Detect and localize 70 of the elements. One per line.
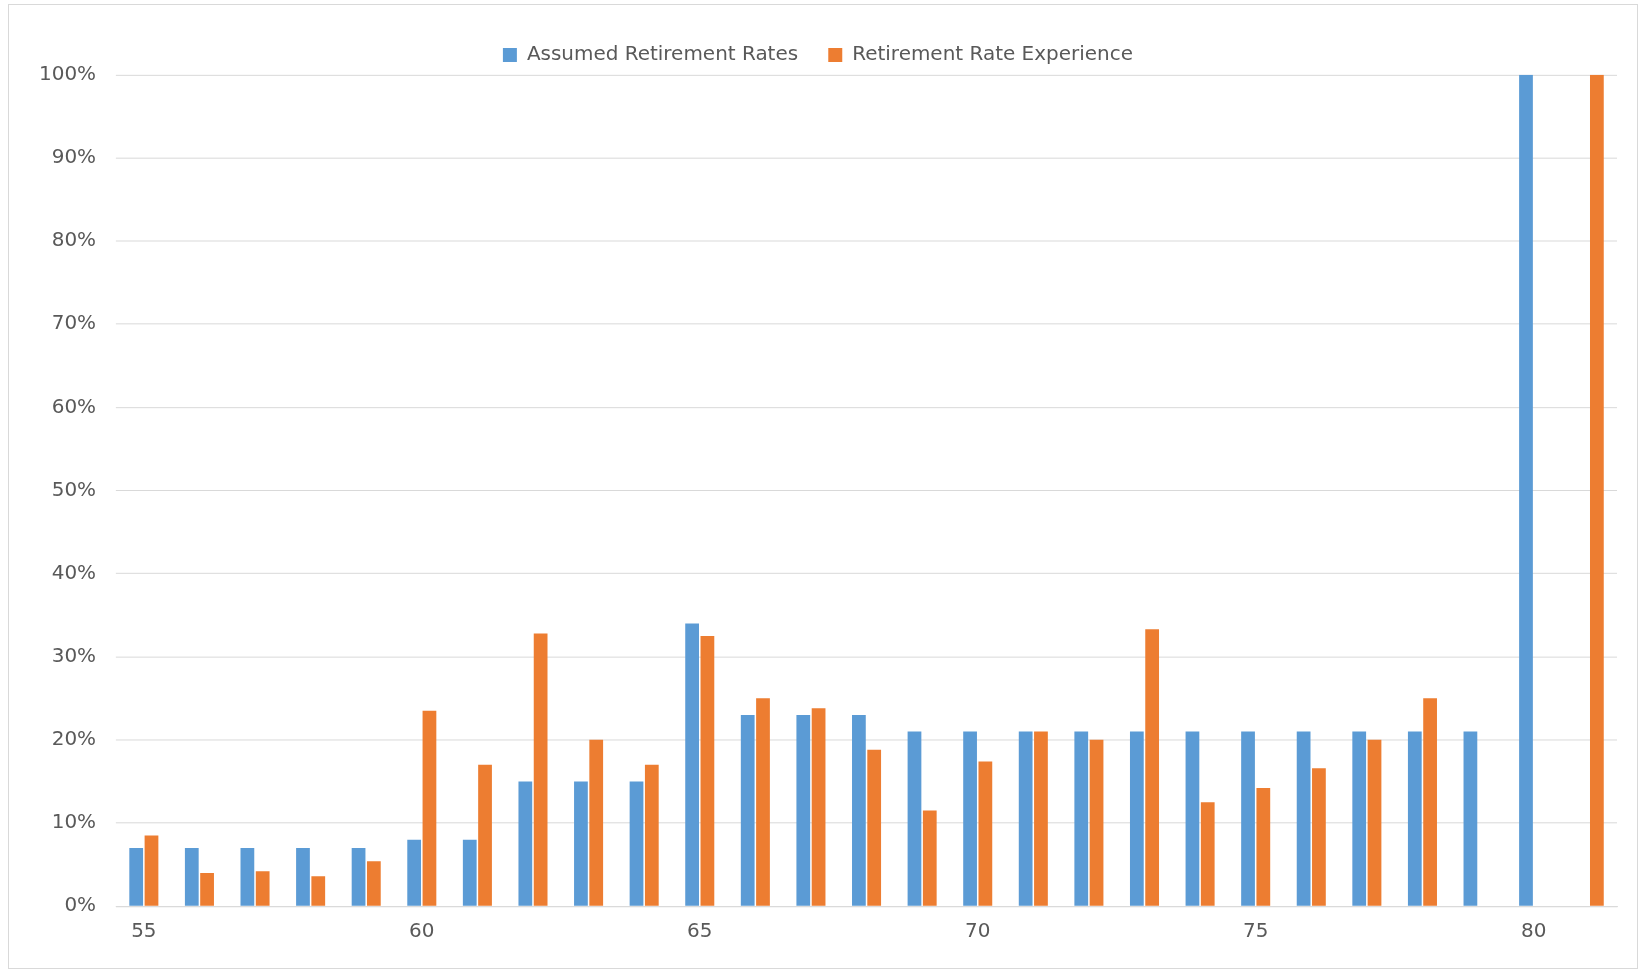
y-tick-label: 80% — [51, 227, 97, 252]
x-tick-label: 75 — [1242, 918, 1269, 943]
bar — [296, 847, 310, 906]
y-tick-label: 90% — [51, 144, 97, 169]
bar — [796, 714, 811, 906]
bar — [867, 749, 882, 906]
y-tick-label: 60% — [51, 393, 97, 418]
bar — [200, 872, 214, 906]
x-tick-label: 80 — [1520, 918, 1547, 943]
bar — [907, 731, 922, 906]
bar — [366, 861, 381, 906]
bar — [1185, 731, 1200, 906]
x-tick-label: 55 — [131, 918, 157, 943]
x-tick-label: 60 — [409, 918, 435, 943]
bar — [978, 761, 993, 906]
bar — [255, 871, 270, 906]
bar — [1296, 731, 1311, 906]
bar — [1018, 731, 1033, 906]
bar — [589, 739, 604, 906]
bar — [811, 708, 826, 906]
y-tick-label: 20% — [51, 726, 97, 751]
bar — [629, 781, 644, 906]
bar — [1034, 731, 1048, 906]
bar — [756, 698, 770, 906]
bar — [129, 847, 144, 906]
y-tick-label: 100% — [39, 61, 97, 86]
bar — [518, 781, 533, 906]
bar — [422, 710, 437, 906]
bar — [1463, 731, 1478, 906]
bar — [1089, 739, 1104, 906]
bar — [533, 633, 548, 906]
bar — [963, 731, 977, 906]
bar — [1589, 74, 1604, 906]
bar — [1129, 731, 1144, 906]
bar — [1200, 802, 1215, 906]
bar — [1074, 731, 1089, 906]
bar — [478, 764, 492, 906]
bar — [1352, 731, 1367, 906]
y-tick-label: 40% — [51, 559, 97, 584]
bar — [1367, 739, 1382, 906]
bar — [852, 714, 866, 906]
bar — [922, 810, 937, 906]
y-tick-label: 10% — [51, 809, 97, 834]
y-tick-label: 0% — [64, 892, 97, 917]
x-tick-label: 65 — [687, 918, 713, 943]
bar — [740, 714, 755, 906]
bar — [685, 623, 699, 906]
legend-label: Retirement Rate Experience — [852, 41, 1133, 66]
bar — [1145, 629, 1160, 906]
bar — [407, 839, 422, 906]
bar — [1519, 74, 1533, 906]
bar — [1312, 768, 1326, 906]
bar — [1241, 731, 1255, 906]
bar — [144, 835, 159, 906]
bar — [1423, 698, 1437, 906]
bar — [184, 847, 199, 906]
x-tick-label: 70 — [965, 918, 991, 943]
bar — [644, 764, 659, 906]
bar — [1256, 788, 1271, 906]
bar — [700, 635, 715, 906]
bar — [240, 847, 255, 906]
bar — [1407, 731, 1422, 906]
y-tick-label: 50% — [51, 476, 97, 501]
y-tick-label: 70% — [51, 310, 97, 335]
bar — [574, 781, 588, 906]
bar — [351, 847, 366, 906]
bar — [462, 839, 477, 906]
bar — [311, 876, 326, 906]
y-tick-label: 30% — [51, 642, 97, 667]
legend-label: Assumed Retirement Rates — [526, 41, 799, 66]
